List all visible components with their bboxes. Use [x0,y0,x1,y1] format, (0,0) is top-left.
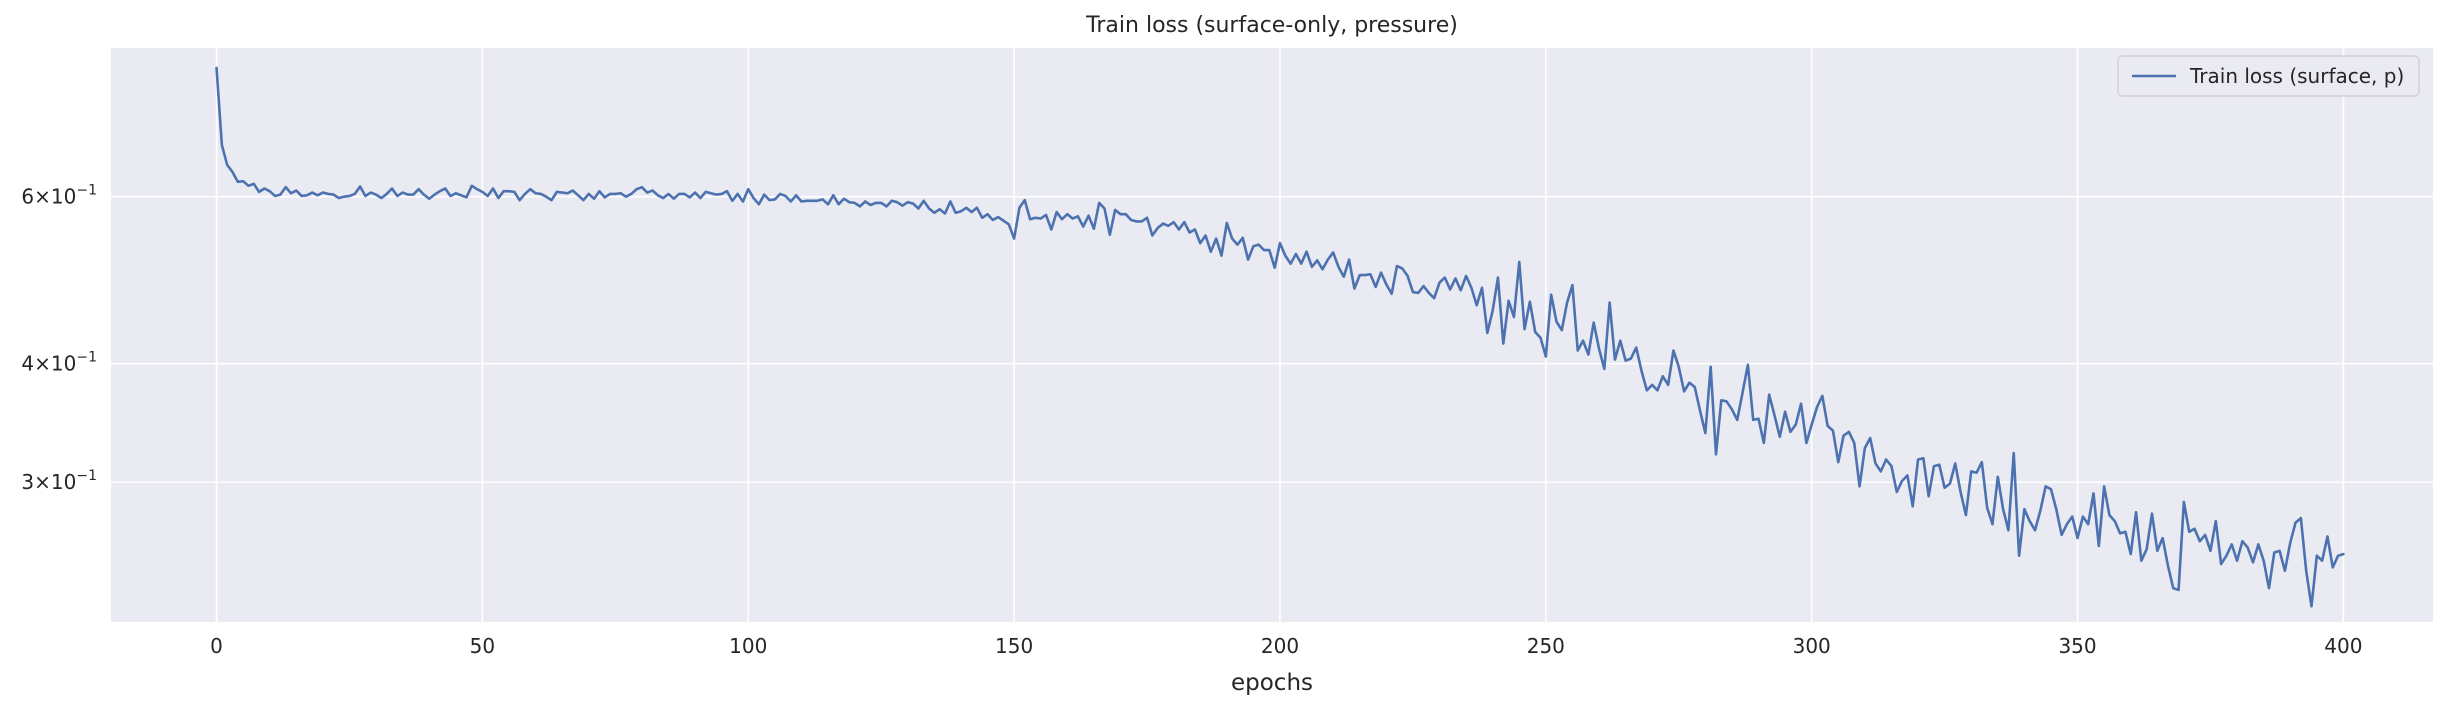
y-tick-times-sign: × [34,185,51,209]
y-tick-exponent: −1 [76,183,97,199]
y-tick-exponent: −1 [76,468,97,484]
legend-frame [2117,55,2420,97]
y-tick-times-sign: × [34,470,51,494]
x-tick-label: 300 [1793,634,1831,658]
y-tick-mantissa: 6 [21,185,34,209]
x-tick-label: 400 [2324,634,2362,658]
y-tick-times-sign: × [34,352,51,376]
x-tick-label: 100 [729,634,767,658]
series-layer [215,66,2345,608]
y-tick-mantissa: 4 [21,352,34,376]
y-tick-base: 10 [51,352,76,376]
y-tick-label: 3×10−1 [21,468,97,494]
x-tick-label: 250 [1527,634,1565,658]
y-tick-base: 10 [51,185,76,209]
x-tick-label: 50 [470,634,495,658]
y-tick-mantissa: 3 [21,470,34,494]
x-tick-label: 0 [210,634,223,658]
plot-area [111,48,2433,622]
legend: Train loss (surface, p) [2117,55,2420,97]
x-tick-label: 200 [1261,634,1299,658]
series-line-train-loss [215,66,2345,608]
x-axis-label: epochs [1231,670,1313,696]
x-tick-label: 150 [995,634,1033,658]
y-tick-exponent: −1 [76,350,97,366]
y-axis: 3×10−14×10−16×10−1 [21,183,97,495]
x-axis: 0 50 100 150 200 250 300 350 400 [210,634,2362,658]
x-tick-label: 350 [2058,634,2096,658]
y-tick-label: 6×10−1 [21,183,97,209]
chart-title: Train loss (surface-only, pressure) [1085,13,1458,38]
y-tick-base: 10 [51,470,76,494]
legend-entry-label: Train loss (surface, p) [2189,64,2404,88]
grid [111,48,2433,622]
y-tick-label: 4×10−1 [21,350,97,376]
